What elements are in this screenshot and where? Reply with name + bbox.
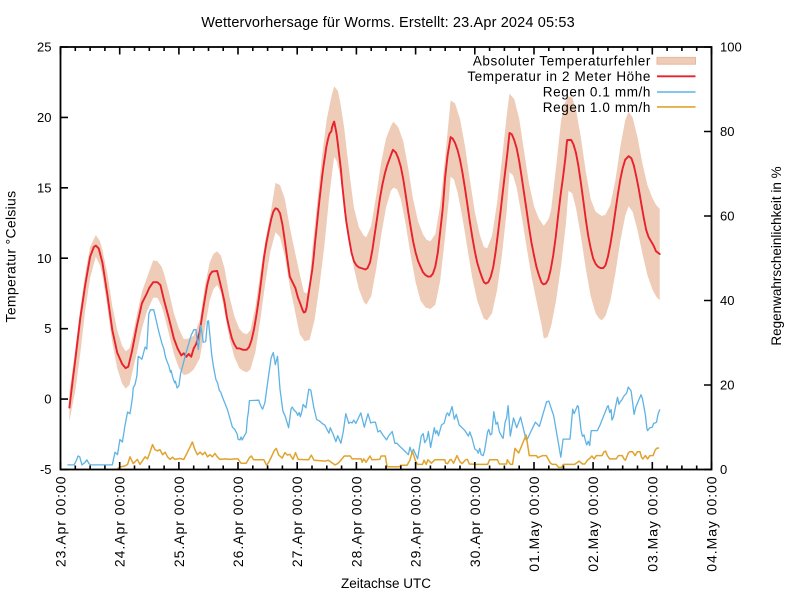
svg-text:30.Apr 00:00: 30.Apr 00:00: [467, 476, 483, 568]
svg-text:28.Apr 00:00: 28.Apr 00:00: [348, 476, 364, 568]
svg-text:20: 20: [37, 110, 51, 125]
svg-text:04.May 00:00: 04.May 00:00: [704, 476, 720, 572]
svg-text:Regen 1.0 mm/h: Regen 1.0 mm/h: [543, 100, 651, 115]
svg-text:15: 15: [37, 180, 51, 195]
svg-text:25: 25: [37, 40, 51, 55]
svg-text:25.Apr 00:00: 25.Apr 00:00: [171, 476, 187, 568]
svg-text:Regenwahrscheinlichkeit in %: Regenwahrscheinlichkeit in %: [769, 166, 784, 345]
svg-text:26.Apr 00:00: 26.Apr 00:00: [230, 476, 246, 568]
svg-text:10: 10: [37, 251, 51, 266]
svg-text:03.May 00:00: 03.May 00:00: [644, 476, 660, 572]
svg-text:5: 5: [44, 321, 51, 336]
svg-text:Regen 0.1 mm/h: Regen 0.1 mm/h: [543, 85, 651, 100]
svg-text:27.Apr 00:00: 27.Apr 00:00: [289, 476, 305, 568]
svg-text:0: 0: [720, 462, 727, 477]
svg-text:100: 100: [720, 40, 742, 55]
svg-text:24.Apr 00:00: 24.Apr 00:00: [112, 476, 128, 568]
svg-text:-5: -5: [40, 462, 52, 477]
svg-text:40: 40: [720, 293, 734, 308]
svg-text:Temperatur in 2 Meter Höhe: Temperatur in 2 Meter Höhe: [467, 69, 651, 84]
svg-text:Zeitachse UTC: Zeitachse UTC: [341, 576, 431, 591]
svg-text:23.Apr 00:00: 23.Apr 00:00: [53, 476, 69, 568]
svg-text:Temperatur °Celsius: Temperatur °Celsius: [3, 191, 19, 323]
svg-text:Wettervorhersage für Worms. Er: Wettervorhersage für Worms. Erstellt: 23…: [201, 15, 575, 31]
svg-text:60: 60: [720, 209, 734, 224]
svg-text:02.May 00:00: 02.May 00:00: [585, 476, 601, 572]
svg-text:80: 80: [720, 124, 734, 139]
svg-text:0: 0: [44, 392, 51, 407]
svg-text:29.Apr 00:00: 29.Apr 00:00: [408, 476, 424, 568]
svg-text:01.May 00:00: 01.May 00:00: [526, 476, 542, 572]
svg-text:Absoluter Temperaturfehler: Absoluter Temperaturfehler: [473, 53, 651, 68]
svg-text:20: 20: [720, 378, 734, 393]
